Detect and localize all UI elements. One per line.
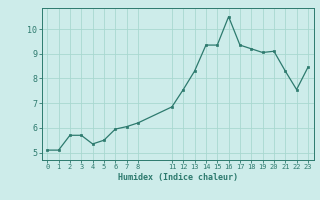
X-axis label: Humidex (Indice chaleur): Humidex (Indice chaleur): [118, 173, 237, 182]
